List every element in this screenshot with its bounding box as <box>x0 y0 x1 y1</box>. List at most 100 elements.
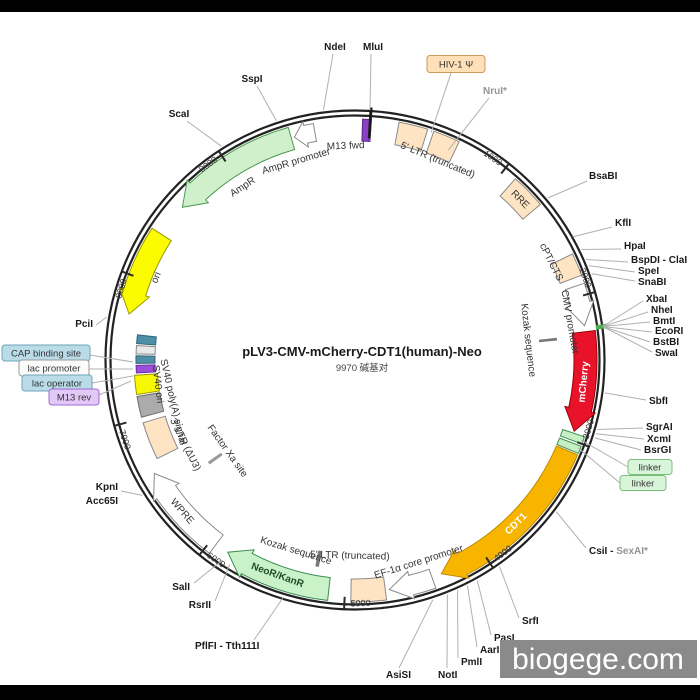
label-factor-xa-site: Factor Xa site <box>205 423 250 480</box>
feature-ef1a-core-promoter <box>388 568 437 600</box>
feature-5-ltr-truncated-c <box>350 576 388 603</box>
plasmid-size-label: 9970 碱基对 <box>336 362 389 374</box>
leader-pcii <box>95 316 107 326</box>
feature-mlui-site-tick <box>367 107 373 139</box>
site-sali: SalI <box>172 582 190 593</box>
leader-pasi <box>476 580 492 636</box>
site-aari: AarI <box>480 645 500 656</box>
backbone-ring-outer <box>104 109 606 611</box>
leader-bstbi <box>602 326 651 343</box>
site-snabi: SnaBI <box>638 277 667 288</box>
feature-cpt-cts <box>551 253 583 284</box>
scale-tick-8000 <box>121 270 134 277</box>
badge-hiv-1: HIV-1 Ψ <box>426 55 486 133</box>
site-kpni: KpnI <box>96 482 118 493</box>
leader-sali <box>193 559 223 584</box>
label-ori: ori <box>149 271 163 285</box>
site-csii-sexai: CsiI - SexAI* <box>589 546 648 557</box>
badge-leader-hiv-1 <box>430 72 452 133</box>
leader-pflfi-tth111i <box>253 597 284 641</box>
leader-ndei <box>322 53 334 111</box>
site-bsrgi: BsrGI <box>644 445 671 456</box>
leader-hpai <box>581 248 622 250</box>
leader-scai <box>186 120 222 147</box>
site-ecori: EcoRI <box>655 326 684 337</box>
badge-leader-linker <box>580 439 629 468</box>
badge-leader-lac-operator <box>91 375 134 384</box>
site-ndei: NdeI <box>324 42 346 53</box>
site-bmti: BmtI <box>653 316 675 327</box>
scale-tick-6000 <box>198 544 208 556</box>
label-5-ltr-truncated: 5' LTR (truncated) <box>310 550 390 563</box>
leader-sgrai <box>597 427 644 430</box>
feature-lac-promoter <box>135 344 156 355</box>
leader-pmli <box>457 590 459 659</box>
plasmid-map: 100020003000400050006000700080009000M13 … <box>1 42 687 681</box>
site-xcmi: XcmI <box>647 434 671 445</box>
feature-3-ltr-du3 <box>142 415 179 460</box>
site-hpai: HpaI <box>624 241 646 252</box>
leader-xbai <box>602 300 644 327</box>
watermark: biogege.com <box>500 640 697 678</box>
badge-text-lac-operator: lac operator <box>32 379 82 390</box>
badge-leader-linker <box>577 447 621 484</box>
feature-ampr <box>181 126 296 208</box>
leader-nhei <box>602 311 649 327</box>
site-pcii: PciI <box>75 319 93 330</box>
site-xbai: XbaI <box>646 294 667 305</box>
badge-text-hiv-1: HIV-1 Ψ <box>439 60 473 71</box>
leader-aari <box>466 585 478 648</box>
feature-linker-b <box>556 437 582 455</box>
site-swai: SwaI <box>655 348 678 359</box>
leader-bmti <box>602 321 651 327</box>
site-mlui: MluI <box>363 42 383 53</box>
site-asisi: AsiSI <box>386 670 411 681</box>
watermark-text: biogege.com <box>512 643 684 676</box>
site-bstbi: BstBI <box>653 337 679 348</box>
leader-swai <box>602 326 653 353</box>
feature-lac-operator <box>135 355 156 364</box>
badge-box-linker <box>619 475 667 491</box>
feature-linker-a <box>559 428 586 445</box>
leader-snabi <box>591 273 636 282</box>
plasmid-title: pLV3-CMV-mCherry-CDT1(human)-Neo <box>242 344 482 359</box>
badge-cap-binding-site: CAP binding site <box>1 344 134 363</box>
feature-cap-binding-site <box>136 334 157 346</box>
leader-srfi <box>499 566 520 619</box>
site-acc65i: Acc65I <box>86 496 118 507</box>
feature-sv40-polya-signal <box>136 392 165 418</box>
site-sspi: SspI <box>241 74 262 85</box>
scale-label-5000: 5000 <box>350 598 370 608</box>
site-nrui: NruI* <box>483 86 507 97</box>
scale-tick-3000 <box>576 441 589 448</box>
site-bspdi-clai: BspDI - ClaI <box>631 255 687 266</box>
leader-kfli <box>572 226 613 238</box>
feature-cdt1 <box>440 445 579 579</box>
badge-text-linker: linker <box>639 463 662 474</box>
leader-kpni <box>120 490 143 496</box>
site-pasi: PasI <box>494 633 515 644</box>
top-black-bar <box>0 0 700 12</box>
badge-text-cap-binding-site: CAP binding site <box>11 349 81 360</box>
site-sgrai: SgrAI <box>646 422 673 433</box>
site-bsabi: BsaBI <box>589 171 618 182</box>
leader-sbfi <box>604 392 647 401</box>
feature-neor-kanr <box>227 549 331 601</box>
scale-tick-1000 <box>500 163 510 175</box>
feature-kozak-tick-bottom <box>315 550 322 567</box>
badge-box-m13-rev <box>48 388 100 406</box>
badge-lac-promoter: lac promoter <box>18 359 133 377</box>
badge-leader-cap-binding-site <box>89 354 134 363</box>
feature-rre <box>499 178 542 220</box>
feature-5-ltr-truncated-b <box>425 130 460 163</box>
leader-bsrgi <box>594 437 642 451</box>
feature-5-ltr-truncated-a <box>394 121 429 152</box>
badge-m13-rev: M13 rev <box>48 380 132 406</box>
watermark-box <box>500 640 697 678</box>
badge-text-linker: linker <box>632 479 655 490</box>
site-sbfi: SbfI <box>649 396 668 407</box>
leader-spei <box>588 265 636 273</box>
scale-tick-2000 <box>582 291 595 297</box>
site-srfi: SrfI <box>522 616 539 627</box>
leader-rsrii <box>214 564 231 602</box>
